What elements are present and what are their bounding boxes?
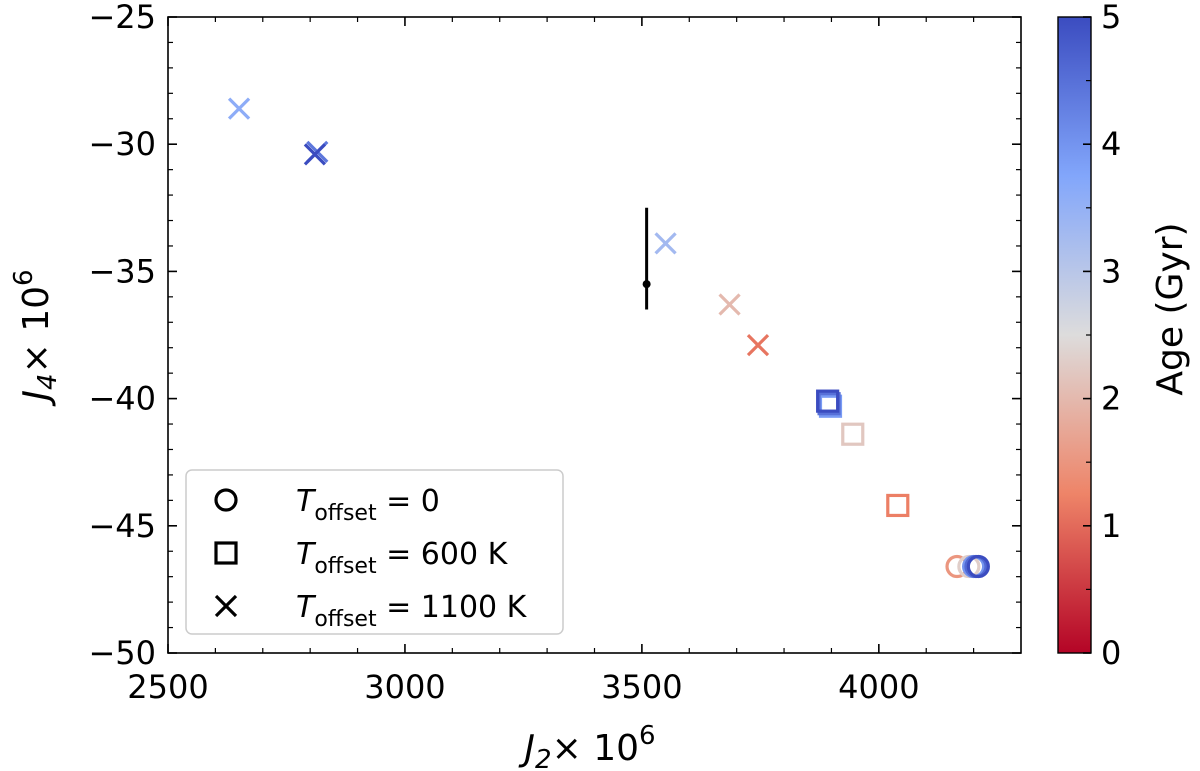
legend-label: Toffset = 600 K [296, 537, 509, 579]
colorbar-ticks: 0 1 2 3 4 5 [1083, 0, 1121, 672]
legend-x-icon [214, 594, 238, 618]
legend-rest: = 0 [377, 484, 440, 519]
y-tick-label: −45 [88, 507, 156, 545]
colorbar-label: Age (Gyr) [1150, 222, 1191, 395]
legend-sub: offset [314, 554, 377, 579]
x-marker-stroke [718, 293, 741, 316]
legend-box [185, 469, 564, 635]
x-marker [746, 334, 770, 357]
observation [642, 207, 651, 310]
tick-labels: 2500 3000 3500 4000 −25 −30 −35 −40 −45 −50 [88, 0, 919, 706]
x-marker-stroke [303, 143, 327, 166]
legend-sub: offset [314, 501, 377, 526]
x-marker [718, 293, 741, 316]
x-axis-title: J2× 106 [518, 721, 655, 771]
legend-var: T [296, 484, 317, 519]
colorbar-tick-label: 3 [1101, 252, 1121, 290]
data-points [227, 97, 990, 579]
x-marker-stroke [746, 334, 770, 357]
y-tick-label: −30 [88, 125, 156, 163]
legend-square-icon [214, 541, 238, 565]
x-marker [654, 232, 677, 255]
legend-label: Toffset = 1100 K [296, 590, 528, 632]
legend-var: T [296, 590, 317, 625]
y-tick-label: −50 [88, 634, 156, 672]
legend-rest: = 600 K [377, 537, 509, 572]
square-marker [886, 493, 910, 518]
observation-point [642, 280, 651, 289]
x-marker-stroke [654, 232, 677, 255]
x-tick-label: 3500 [601, 668, 682, 706]
y-tick-label: −25 [88, 0, 156, 36]
y-tick-label: −40 [88, 380, 156, 418]
x-marker-stroke [227, 97, 251, 120]
circle-marker [966, 554, 990, 579]
colorbar-tick-label: 0 [1101, 634, 1121, 672]
legend-sub: offset [314, 607, 377, 632]
colorbar-tick-label: 5 [1101, 0, 1121, 36]
x-tick-label: 3000 [364, 668, 445, 706]
x-marker [303, 143, 327, 166]
legend-rest: = 1100 K [377, 590, 528, 625]
colorbar-tick-label: 1 [1101, 507, 1121, 545]
axis-ticks [167, 16, 1021, 654]
legend-var: T [296, 537, 317, 572]
colorbar [1057, 16, 1092, 654]
x-tick-label: 4000 [838, 668, 919, 706]
y-tick-label: −35 [88, 252, 156, 290]
legend-label: Toffset = 0 [296, 484, 440, 526]
legend-x-icon-stroke [214, 594, 238, 618]
colorbar-tick-label: 4 [1101, 125, 1121, 163]
y-axis-title: J4× 106 [9, 269, 63, 406]
colorbar-tick-label: 2 [1101, 380, 1121, 418]
x-tick-label: 2500 [127, 668, 208, 706]
square-marker [841, 422, 865, 446]
x-marker [227, 97, 251, 120]
square-marker [816, 389, 840, 413]
legend-circle-icon [214, 488, 238, 512]
